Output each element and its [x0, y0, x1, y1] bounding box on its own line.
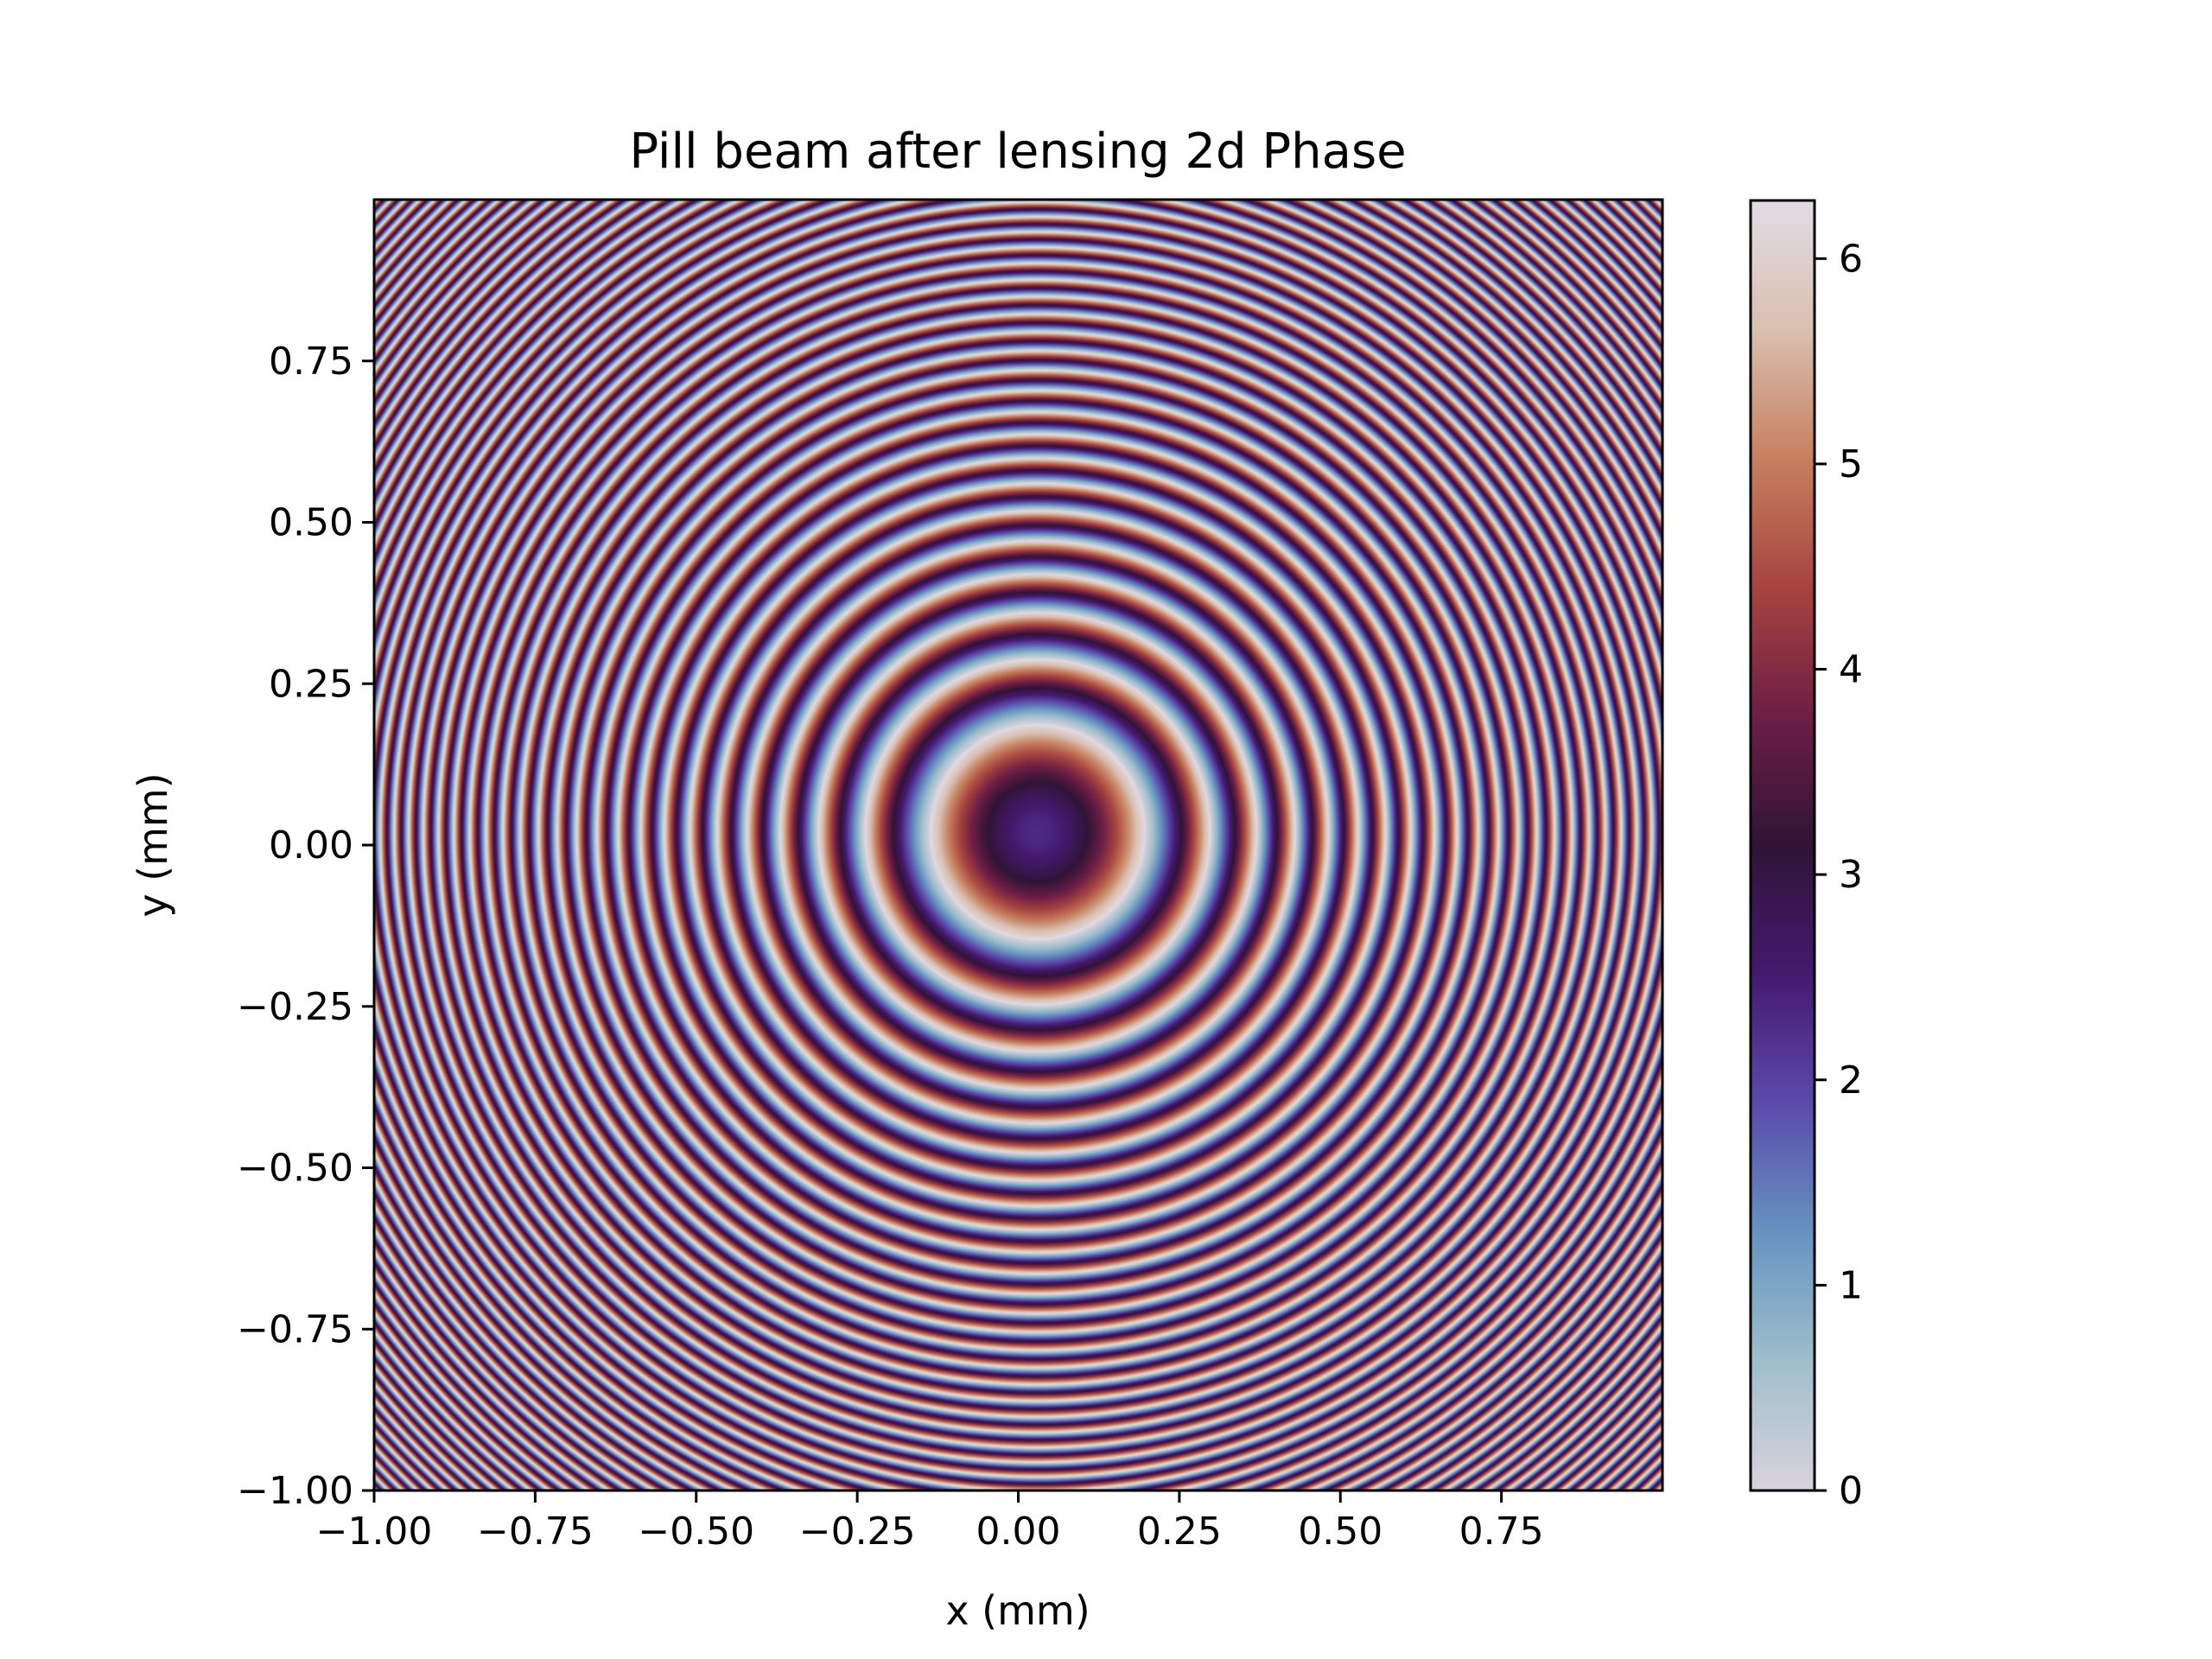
colorbar-tick-label: 2 [1839, 1058, 1863, 1103]
y-tick-label: 0.25 [269, 662, 353, 706]
x-tick-label: 0.75 [1459, 1510, 1544, 1554]
x-tick-label: −1.00 [316, 1510, 433, 1554]
colorbar-axis: 0 1 2 3 4 5 6 [1815, 237, 1863, 1513]
y-tick-label: −0.75 [237, 1307, 353, 1351]
y-tick-label: −0.50 [237, 1147, 353, 1191]
y-axis-label: y (mm) [130, 772, 176, 917]
chart-title: Pill beam after lensing 2d Phase [629, 124, 1406, 180]
y-tick-label: 0.00 [269, 823, 353, 868]
colorbar-tick-label: 3 [1839, 853, 1863, 897]
x-tick-label: −0.25 [799, 1510, 916, 1554]
x-axis: −1.00 −0.75 −0.50 −0.25 0.00 0.25 0.50 0.75 [316, 1491, 1544, 1554]
x-tick-label: 0.50 [1298, 1510, 1382, 1554]
colorbar-tick-label: 6 [1839, 237, 1863, 281]
x-tick-label: −0.50 [638, 1510, 754, 1554]
x-tick-label: 0.25 [1137, 1510, 1222, 1554]
x-tick-label: 0.00 [976, 1510, 1061, 1554]
x-axis-label: x (mm) [945, 1587, 1090, 1634]
y-tick-label: 0.50 [269, 501, 353, 545]
y-tick-label: −1.00 [237, 1469, 353, 1513]
colorbar-tick-label: 4 [1839, 648, 1863, 692]
y-tick-label: −0.25 [237, 985, 353, 1029]
colorbar-tick-label: 5 [1839, 442, 1863, 486]
colorbar-tick-label: 0 [1839, 1469, 1863, 1513]
y-axis: −1.00 −0.75 −0.50 −0.25 0.00 0.25 0.50 0.75 [237, 340, 374, 1513]
phase-heatmap [374, 200, 1662, 1491]
colorbar-frame [1749, 199, 1816, 1492]
x-tick-label: −0.75 [477, 1510, 594, 1554]
colorbar [1751, 200, 1815, 1491]
y-tick-label: 0.75 [269, 340, 353, 384]
colorbar-tick-label: 1 [1839, 1263, 1863, 1307]
